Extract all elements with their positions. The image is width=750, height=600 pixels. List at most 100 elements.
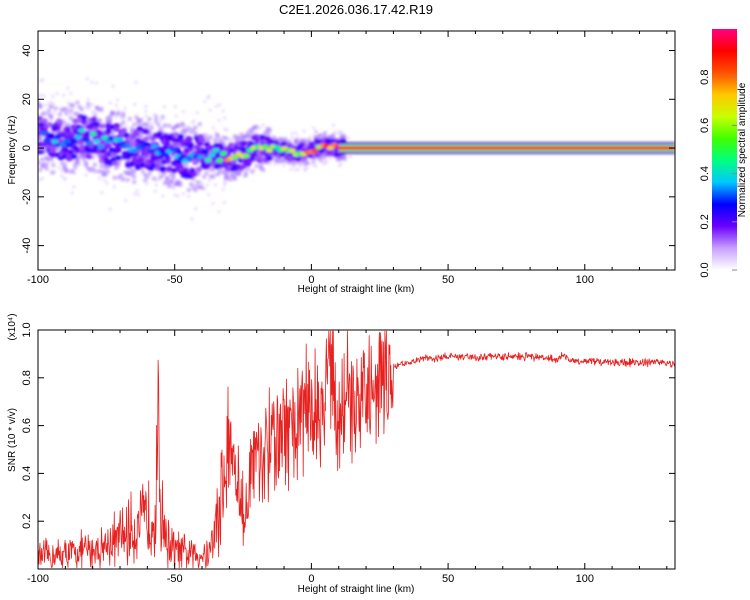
heatmap-noise-cell: [273, 163, 277, 167]
heatmap-halo-cell: [171, 126, 176, 131]
heatmap-cell: [228, 147, 235, 153]
heatmap-noise-cell: [133, 192, 137, 196]
heatmap-halo-cell: [195, 180, 200, 185]
heatmap-halo-cell: [252, 125, 257, 130]
heatmap-halo-cell: [278, 158, 283, 163]
snr-x-tick-label: 50: [442, 573, 454, 585]
snr-x-axis-label: Height of straight line (km): [298, 584, 415, 595]
heatmap-halo-cell: [101, 129, 106, 134]
snr-y-tick-label: 0.4: [21, 466, 33, 481]
heatmap-noise-cell: [100, 119, 104, 123]
heatmap-halo-cell: [101, 170, 106, 175]
heatmap-noise-cell: [187, 194, 191, 198]
heatmap-noise-cell: [207, 193, 211, 197]
heatmap-halo-cell: [322, 131, 327, 136]
heatmap-noise-cell: [171, 131, 175, 135]
heatmap-halo-cell: [265, 133, 270, 138]
heatmap-noise-cell: [176, 194, 180, 198]
heatmap-halo-cell: [313, 136, 318, 141]
heatmap-cell: [164, 158, 171, 164]
heatmap-cell: [80, 115, 88, 121]
heatmap-cell: [267, 139, 275, 145]
chart-title: C2E1.2026.036.17.42.R19: [279, 2, 433, 17]
heatmap-halo-cell: [88, 168, 93, 173]
heatmap-halo-cell: [180, 129, 185, 134]
heatmap-halo-cell: [182, 127, 187, 132]
heatmap-noise-cell: [117, 109, 121, 113]
heatmap-noise-cell: [49, 118, 53, 122]
heatmap-noise-cell: [49, 170, 53, 174]
heatmap-noise-cell: [191, 121, 195, 125]
heatmap-halo-cell: [235, 137, 240, 142]
heatmap-halo-cell: [55, 146, 60, 151]
heatmap-ridge-cell: [242, 153, 250, 158]
heatmap-halo-cell: [175, 181, 180, 186]
heatmap-halo-cell: [206, 139, 211, 144]
heatmap-noise-cell: [229, 138, 233, 142]
heatmap-halo-cell: [160, 115, 165, 120]
heatmap-cell: [113, 126, 120, 132]
heatmap-noise-cell: [161, 126, 165, 130]
heatmap-noise-cell: [200, 183, 204, 187]
heatmap-noise-cell: [153, 112, 157, 116]
heatmap-halo-cell: [217, 138, 222, 143]
heatmap-halo-cell: [184, 162, 189, 167]
heatmap-halo-cell: [274, 158, 279, 163]
heatmap-halo-cell: [60, 108, 65, 113]
heatmap-noise-cell: [191, 163, 195, 167]
heatmap-noise-cell: [144, 104, 148, 108]
heatmap-halo-cell: [92, 113, 97, 118]
heatmap-halo-cell: [108, 119, 113, 124]
heatmap-noise-cell: [52, 111, 56, 115]
snr-y-tick-label: 0.8: [21, 370, 33, 385]
heatmap-halo-cell: [49, 114, 54, 119]
heatmap-halo-cell: [228, 177, 233, 182]
heatmap-halo-cell: [171, 175, 176, 180]
heatmap-noise-cell: [312, 126, 316, 130]
heatmap-halo-cell: [42, 111, 47, 116]
heatmap-halo-cell: [193, 188, 198, 193]
heatmap-cell: [54, 125, 61, 131]
heatmap-halo-cell: [300, 139, 305, 144]
heatmap-cell: [111, 160, 119, 166]
heatmap-halo-cell: [81, 124, 86, 129]
heatmap-halo-cell: [57, 112, 62, 117]
heatmap-halo-cell: [86, 102, 91, 107]
heatmap-cell: [62, 147, 70, 154]
heatmap-halo-cell: [186, 188, 191, 193]
heatmap-noise-cell: [173, 193, 177, 197]
heatmap-halo-cell: [193, 133, 198, 138]
heatmap-halo-cell: [219, 139, 224, 144]
heatmap-noise-cell: [267, 162, 271, 166]
heatmap-halo-cell: [77, 105, 82, 110]
heatmap-halo-cell: [326, 135, 331, 140]
heatmap-halo-cell: [261, 167, 266, 172]
spectrogram-x-tick-label: 0: [308, 274, 314, 286]
heatmap-halo-cell: [103, 163, 108, 168]
heatmap-halo-cell: [294, 139, 299, 144]
heatmap-halo-cell: [62, 136, 67, 141]
heatmap-halo-cell: [138, 117, 143, 122]
heatmap-halo-cell: [97, 107, 102, 112]
heatmap-halo-cell: [169, 179, 174, 184]
heatmap-halo-cell: [40, 164, 45, 169]
heatmap-halo-cell: [46, 157, 51, 162]
heatmap-noise-cell: [227, 137, 231, 141]
heatmap-halo-cell: [186, 170, 191, 175]
heatmap-halo-cell: [342, 134, 347, 139]
heatmap-noise-cell: [211, 202, 215, 206]
heatmap-halo-cell: [121, 114, 126, 119]
snr-x-tick-label: 100: [576, 573, 594, 585]
heatmap-halo-cell: [342, 155, 347, 160]
heatmap-noise-cell: [84, 173, 88, 177]
heatmap-noise-cell: [314, 164, 318, 168]
snr-y-tick-label: 1.0: [21, 322, 33, 337]
heatmap-halo-cell: [250, 127, 255, 132]
heatmap-noise-cell: [223, 127, 227, 131]
heatmap-noise-cell: [308, 135, 312, 139]
heatmap-noise-cell: [108, 101, 112, 105]
heatmap-noise-cell: [321, 160, 325, 164]
heatmap-halo-cell: [114, 111, 119, 116]
heatmap-ridge-cell: [158, 149, 166, 154]
heatmap-halo-cell: [46, 108, 51, 113]
